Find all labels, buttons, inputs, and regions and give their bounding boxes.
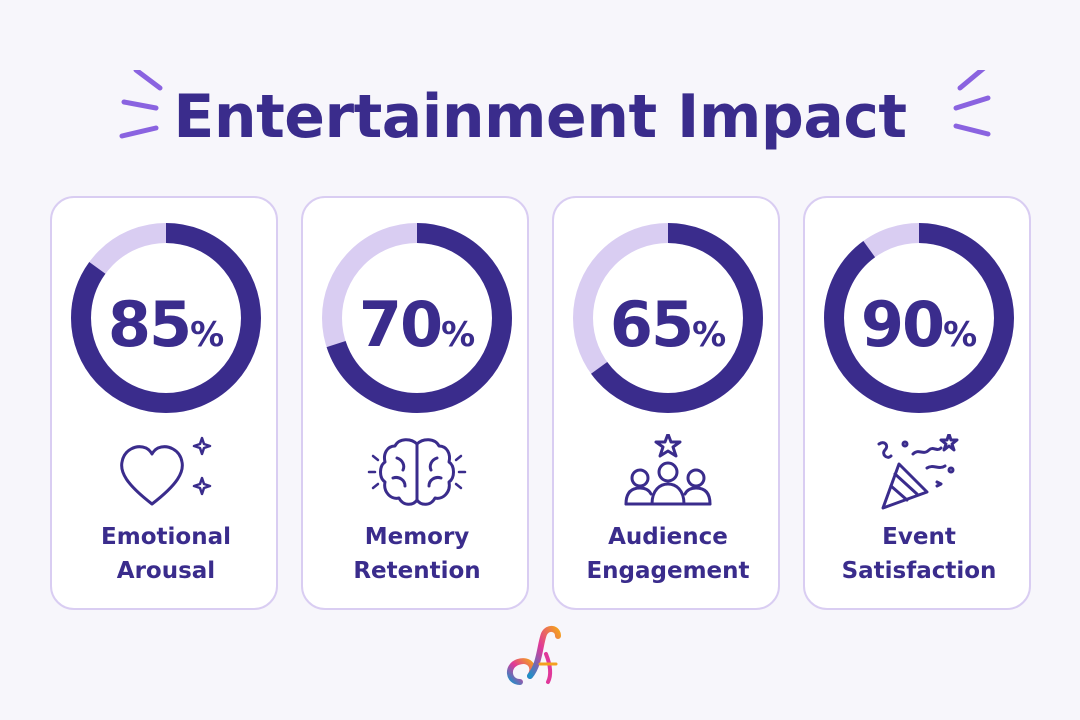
donut-ring — [573, 223, 763, 413]
metric-number: 70 — [358, 288, 443, 361]
burst-left-icon — [119, 70, 163, 139]
metric-number: 85 — [107, 288, 192, 361]
metric-label-text: Event Satisfaction — [841, 524, 997, 584]
brain-icon — [367, 438, 467, 506]
title-area: Entertainment Impact — [0, 70, 1080, 180]
party-popper-icon — [877, 434, 959, 510]
audience-icon — [624, 434, 712, 506]
donut-arc — [824, 223, 1014, 413]
brand-logo-icon — [507, 626, 561, 685]
metric-card: 90% Event Satisfaction — [803, 196, 1031, 610]
burst-right-icon — [953, 70, 991, 137]
metric-number: 90 — [860, 288, 945, 361]
metric-card: 65% Audience Engagement — [552, 196, 780, 610]
metric-value: 85% — [107, 288, 225, 361]
donut-arc — [573, 223, 763, 413]
metric-label: Emotional Arousal — [52, 520, 280, 588]
donut-ring — [71, 223, 261, 413]
donut-arc — [322, 223, 512, 413]
metric-label-text: Audience Engagement — [586, 524, 750, 584]
metric-label: Memory Retention — [303, 520, 531, 588]
chart-title: Entertainment Impact — [173, 82, 907, 152]
metric-value: 90% — [860, 288, 978, 361]
donut-ring — [322, 223, 512, 413]
heart-icon — [120, 436, 212, 506]
metric-value: 65% — [609, 288, 727, 361]
metric-label-text: Memory Retention — [353, 524, 481, 584]
donut-ring — [824, 223, 1014, 413]
metric-label: Audience Engagement — [554, 520, 782, 588]
metric-card: 85% Emotional Arousal — [50, 196, 278, 610]
metric-value: 70% — [358, 288, 476, 361]
metric-number: 65 — [609, 288, 694, 361]
metric-label-text: Emotional Arousal — [101, 524, 231, 584]
donut-arc — [71, 223, 261, 413]
metric-label: Event Satisfaction — [805, 520, 1033, 588]
metric-card: 70% Memory Retention — [301, 196, 529, 610]
